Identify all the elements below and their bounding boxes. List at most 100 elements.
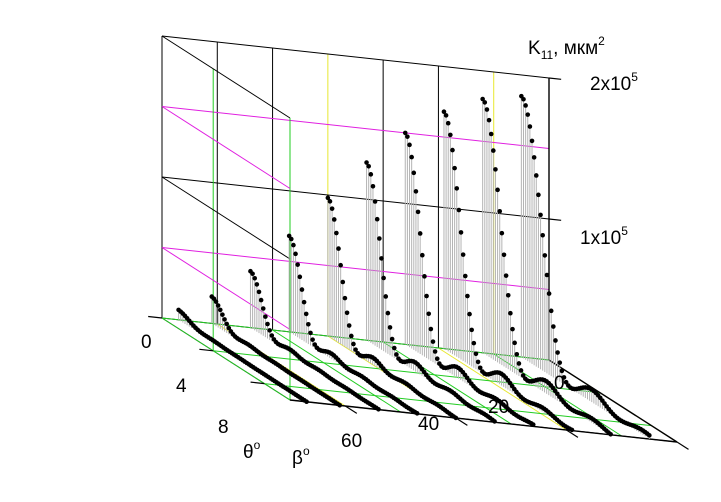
data-point: [370, 183, 376, 189]
data-point: [420, 252, 425, 258]
data-point: [387, 325, 393, 330]
data-point: [351, 341, 356, 347]
data-point: [473, 351, 479, 357]
labels-layer: K11, мкм2 2x105 1x105 0 4 8 θo 0 20 40 6…: [141, 34, 638, 469]
data-point: [342, 295, 348, 301]
data-point: [480, 96, 485, 102]
data-point: [385, 310, 391, 316]
data-point: [569, 427, 575, 433]
data-point: [488, 131, 494, 137]
data-point: [551, 324, 556, 329]
data-point: [402, 130, 408, 136]
theta-tick-mark: [250, 381, 265, 385]
data-point: [349, 333, 354, 339]
data-point: [366, 163, 371, 169]
data-point: [484, 107, 490, 112]
data-point: [555, 350, 560, 355]
data-point: [460, 252, 466, 257]
data-point: [346, 323, 352, 328]
data-point: [394, 352, 399, 357]
side-wall-horizontal-gridline: [161, 247, 291, 330]
data-point: [553, 338, 558, 343]
beta-tick-label: 0: [554, 373, 565, 394]
data-point: [525, 112, 531, 117]
series-group: [519, 93, 652, 439]
data-point: [217, 307, 223, 313]
theta-axis-title: θo: [243, 438, 261, 463]
data-point: [407, 142, 412, 148]
data-point: [563, 379, 569, 385]
data-point: [452, 165, 457, 171]
data-point: [295, 262, 300, 267]
data-point: [263, 314, 268, 319]
data-point: [557, 360, 563, 365]
data-point: [540, 232, 545, 238]
series-group: [364, 160, 497, 424]
data-point: [520, 373, 526, 378]
data-point: [499, 230, 505, 236]
data-point: [329, 206, 335, 211]
data-point: [454, 186, 460, 191]
side-wall-horizontal-gridline: [161, 106, 291, 189]
data-point: [475, 359, 481, 365]
data-point: [338, 262, 343, 268]
data-point: [542, 253, 548, 258]
data-point: [495, 187, 500, 193]
data-point: [414, 411, 420, 416]
data-point: [538, 212, 543, 218]
data-point: [505, 292, 511, 298]
curves-layer: [176, 93, 652, 439]
data-point: [226, 325, 232, 331]
data-point: [527, 124, 533, 129]
beta-tick-mark: [455, 417, 468, 426]
data-point: [269, 333, 275, 338]
data-point: [530, 422, 536, 427]
data-point: [501, 252, 507, 258]
data-point: [486, 117, 492, 123]
series-group: [176, 307, 309, 404]
data-point: [368, 172, 374, 177]
z-tick-label: 2x105: [590, 70, 638, 95]
floor-gridline: [438, 347, 567, 431]
beta-tick-label: 40: [418, 414, 439, 435]
floor-gridline: [272, 329, 401, 413]
axis-edge: [548, 359, 678, 443]
data-point: [561, 375, 567, 380]
data-point: [424, 293, 429, 299]
data-point: [213, 299, 219, 304]
data-point: [256, 289, 262, 295]
data-point: [544, 272, 550, 278]
series-group: [441, 109, 575, 433]
theta-tick-label: 8: [218, 417, 229, 438]
back-wall-horizontal-gridline: [161, 35, 550, 79]
data-point: [391, 345, 397, 351]
data-point: [306, 321, 311, 327]
data-point: [250, 271, 255, 277]
data-point: [340, 279, 346, 285]
data-point: [336, 246, 341, 251]
data-point: [647, 433, 652, 438]
beta-tick-mark: [344, 405, 358, 414]
data-point: [254, 282, 260, 287]
data-point: [492, 419, 497, 424]
data-point: [405, 134, 410, 139]
floor-gridline: [161, 317, 291, 401]
data-point: [510, 326, 515, 332]
data-point: [493, 167, 498, 172]
data-point: [389, 336, 395, 342]
data-point: [548, 308, 554, 314]
series-group: [248, 268, 381, 412]
data-point: [260, 306, 266, 311]
data-point: [497, 208, 503, 214]
data-point: [372, 199, 378, 204]
data-point: [304, 399, 309, 404]
data-point: [533, 173, 539, 178]
floor-gridline: [382, 341, 512, 425]
data-point: [559, 368, 565, 374]
data-point: [441, 109, 447, 115]
data-point: [331, 217, 337, 222]
data-point: [383, 294, 389, 299]
data-point: [220, 312, 225, 317]
side-wall-horizontal-gridline: [161, 176, 291, 260]
series-group: [402, 130, 536, 427]
